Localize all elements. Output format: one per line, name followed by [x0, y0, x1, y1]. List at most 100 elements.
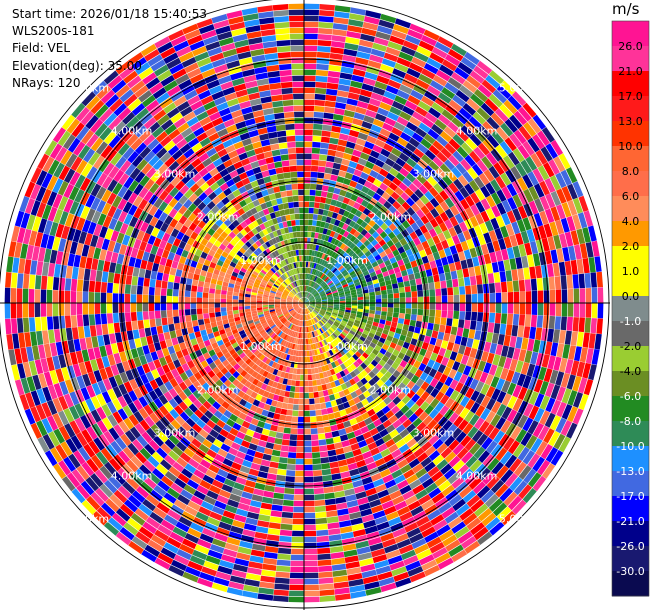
velocity-gate — [368, 227, 376, 235]
velocity-gate — [350, 327, 357, 333]
velocity-gate — [272, 394, 280, 401]
velocity-gate — [440, 394, 450, 405]
velocity-gate — [400, 464, 412, 474]
velocity-gate — [312, 458, 321, 465]
velocity-gate — [152, 262, 160, 272]
velocity-gate — [234, 316, 241, 322]
velocity-gate — [419, 327, 427, 336]
velocity-gate — [142, 363, 151, 374]
velocity-gate — [553, 356, 562, 371]
velocity-gate — [155, 420, 166, 432]
velocity-gate — [288, 397, 294, 404]
velocity-gate — [336, 145, 346, 153]
velocity-gate — [58, 425, 71, 441]
velocity-gate — [276, 401, 283, 409]
velocity-gate — [584, 317, 591, 333]
velocity-gate — [96, 357, 105, 370]
velocity-gate — [492, 89, 507, 104]
velocity-gate — [392, 434, 403, 444]
velocity-gate — [249, 276, 256, 281]
velocity-gate — [411, 56, 427, 68]
velocity-gate — [386, 316, 393, 322]
velocity-gate — [539, 410, 551, 426]
velocity-gate — [434, 281, 441, 290]
velocity-gate — [342, 223, 349, 231]
velocity-gate — [149, 489, 163, 502]
velocity-gate — [311, 288, 315, 294]
velocity-gate — [112, 398, 123, 411]
velocity-gate — [267, 319, 273, 324]
velocity-gate — [202, 297, 209, 303]
velocity-gate — [543, 303, 550, 316]
velocity-gate — [240, 333, 247, 339]
velocity-gate — [456, 327, 464, 337]
velocity-gate — [314, 349, 318, 356]
velocity-gate — [304, 33, 318, 40]
velocity-gate — [496, 403, 507, 417]
velocity-gate — [273, 595, 289, 602]
velocity-gate — [271, 288, 277, 293]
velocity-gate — [453, 286, 460, 295]
velocity-gate — [425, 329, 433, 337]
velocity-gate — [160, 443, 172, 455]
velocity-gate — [22, 303, 29, 318]
velocity-gate — [527, 254, 535, 268]
velocity-gate — [449, 351, 458, 361]
velocity-gate — [115, 508, 131, 522]
velocity-gate — [368, 313, 375, 318]
velocity-gate — [290, 428, 298, 435]
velocity-gate — [382, 343, 389, 351]
velocity-gate — [288, 316, 293, 322]
velocity-gate — [339, 465, 349, 473]
velocity-gate — [243, 434, 253, 443]
velocity-gate — [356, 51, 371, 60]
velocity-gate — [597, 303, 604, 319]
velocity-gate — [274, 577, 290, 584]
velocity-gate — [392, 527, 407, 538]
velocity-gate — [258, 368, 265, 376]
velocity-gate — [139, 447, 152, 460]
velocity-gate — [255, 322, 262, 328]
velocity-gate — [53, 463, 67, 479]
velocity-gate — [223, 409, 233, 419]
velocity-gate — [287, 296, 293, 300]
velocity-gate — [18, 258, 26, 274]
velocity-gate — [500, 122, 514, 137]
velocity-gate — [204, 410, 214, 420]
velocity-gate — [280, 299, 287, 302]
velocity-gate — [236, 323, 243, 329]
velocity-gate — [324, 364, 330, 371]
velocity-gate — [58, 303, 65, 316]
velocity-gate — [180, 489, 193, 500]
velocity-gate — [449, 205, 460, 216]
velocity-gate — [423, 335, 431, 344]
velocity-gate — [304, 309, 306, 315]
velocity-gate — [273, 318, 279, 323]
velocity-gate — [440, 463, 453, 475]
velocity-gate — [441, 109, 455, 121]
velocity-gate — [238, 329, 246, 336]
velocity-gate — [305, 285, 308, 292]
velocity-gate — [342, 543, 357, 552]
velocity-gate — [364, 141, 375, 150]
velocity-gate — [388, 182, 398, 191]
velocity-gate — [392, 349, 400, 357]
velocity-gate — [304, 255, 307, 262]
velocity-gate — [314, 342, 319, 349]
velocity-gate — [444, 511, 459, 524]
velocity-gate — [188, 266, 196, 274]
velocity-gate — [367, 442, 378, 451]
velocity-gate — [439, 190, 449, 201]
velocity-gate — [251, 371, 259, 378]
velocity-gate — [452, 253, 460, 263]
velocity-gate — [117, 467, 131, 481]
velocity-gate — [455, 503, 470, 516]
velocity-gate — [154, 529, 169, 542]
velocity-gate — [304, 300, 309, 303]
velocity-gate — [509, 114, 523, 130]
velocity-gate — [437, 557, 454, 570]
velocity-gate — [293, 494, 304, 501]
velocity-gate — [550, 191, 561, 206]
velocity-gate — [270, 510, 282, 518]
velocity-gate — [408, 458, 420, 469]
